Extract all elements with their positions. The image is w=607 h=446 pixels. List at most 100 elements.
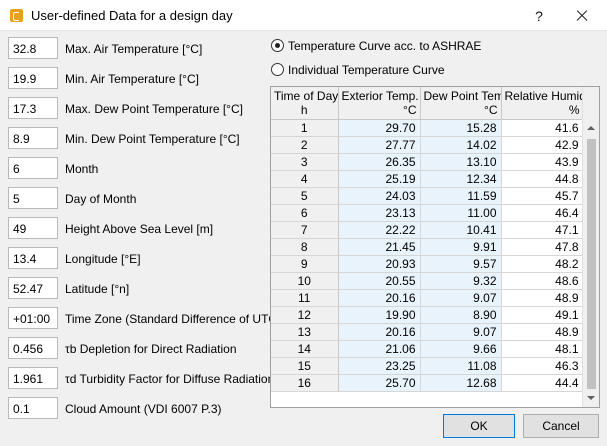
cell-relative-humidity[interactable]: 46.3 (501, 357, 584, 375)
cell-relative-humidity[interactable]: 45.7 (501, 187, 584, 205)
cell-exterior-temp[interactable]: 25.19 (338, 170, 421, 188)
table-row[interactable]: 8 21.45 9.91 47.8 (271, 238, 584, 256)
cell-relative-humidity[interactable]: 42.9 (501, 136, 584, 154)
cell-relative-humidity[interactable]: 48.1 (501, 340, 584, 358)
cell-dew-point[interactable]: 13.10 (420, 153, 502, 171)
cell-exterior-temp[interactable]: 29.70 (338, 119, 421, 137)
table-row[interactable]: 14 21.06 9.66 48.1 (271, 340, 584, 358)
app-icon (10, 9, 23, 22)
radio-ashrae-button[interactable] (271, 39, 284, 52)
cell-exterior-temp[interactable]: 21.45 (338, 238, 421, 256)
table-row[interactable]: 7 22.22 10.41 47.1 (271, 221, 584, 239)
cell-dew-point[interactable]: 11.08 (420, 357, 502, 375)
table-body: 1 29.70 15.28 41.6 2 27.77 14.02 42.9 3 26.35 13.1… (271, 119, 584, 392)
cell-dew-point[interactable]: 9.07 (420, 323, 502, 341)
max-air-temp-input[interactable]: 32.8 (8, 37, 58, 59)
cell-relative-humidity[interactable]: 48.2 (501, 255, 584, 273)
cell-exterior-temp[interactable]: 23.13 (338, 204, 421, 222)
table-row[interactable]: 5 24.03 11.59 45.7 (271, 187, 584, 205)
cell-relative-humidity[interactable]: 46.4 (501, 204, 584, 222)
cell-dew-point[interactable]: 8.90 (420, 306, 502, 324)
max-dew-point-input[interactable]: 17.3 (8, 97, 58, 119)
cell-exterior-temp[interactable]: 23.25 (338, 357, 421, 375)
radio-individual-button[interactable] (271, 63, 284, 76)
cell-relative-humidity[interactable]: 48.6 (501, 272, 584, 290)
cell-dew-point[interactable]: 11.59 (420, 187, 502, 205)
month-input[interactable]: 6 (8, 157, 58, 179)
min-dew-point-input[interactable]: 8.9 (8, 127, 58, 149)
header-time-of-day[interactable]: Time of Day h (271, 87, 339, 120)
table-row[interactable]: 15 23.25 11.08 46.3 (271, 357, 584, 375)
scroll-down-icon[interactable] (583, 390, 599, 407)
cell-exterior-temp[interactable]: 20.55 (338, 272, 421, 290)
day-of-month-input[interactable]: 5 (8, 187, 58, 209)
cell-dew-point[interactable]: 12.34 (420, 170, 502, 188)
cell-dew-point[interactable]: 9.07 (420, 289, 502, 307)
table-row[interactable]: 16 25.70 12.68 44.4 (271, 374, 584, 392)
scroll-up-icon[interactable] (583, 120, 599, 137)
cell-dew-point[interactable]: 11.00 (420, 204, 502, 222)
cell-exterior-temp[interactable]: 27.77 (338, 136, 421, 154)
ok-button[interactable]: OK (443, 414, 515, 438)
table-row[interactable]: 13 20.16 9.07 48.9 (271, 323, 584, 341)
min-air-temp-label: Min. Air Temperature [°C] (65, 72, 199, 86)
table-row[interactable]: 10 20.55 9.32 48.6 (271, 272, 584, 290)
cell-exterior-temp[interactable]: 20.93 (338, 255, 421, 273)
cell-relative-humidity[interactable]: 49.1 (501, 306, 584, 324)
cell-relative-humidity[interactable]: 41.6 (501, 119, 584, 137)
cell-dew-point[interactable]: 9.32 (420, 272, 502, 290)
cloud-amount-input[interactable]: 0.1 (8, 397, 58, 419)
cell-exterior-temp[interactable]: 25.70 (338, 374, 421, 392)
table-row[interactable]: 3 26.35 13.10 43.9 (271, 153, 584, 171)
cell-dew-point[interactable]: 15.28 (420, 119, 502, 137)
cell-dew-point[interactable]: 9.57 (420, 255, 502, 273)
latitude-input[interactable]: 52.47 (8, 277, 58, 299)
table-row[interactable]: 9 20.93 9.57 48.2 (271, 255, 584, 273)
table-row[interactable]: 2 27.77 14.02 42.9 (271, 136, 584, 154)
help-button[interactable]: ? (535, 8, 543, 24)
tb-depletion-input[interactable]: 0.456 (8, 337, 58, 359)
min-air-temp-input[interactable]: 19.9 (8, 67, 58, 89)
table-row[interactable]: 6 23.13 11.00 46.4 (271, 204, 584, 222)
cell-relative-humidity[interactable]: 44.8 (501, 170, 584, 188)
height-input[interactable]: 49 (8, 217, 58, 239)
cell-dew-point[interactable]: 9.66 (420, 340, 502, 358)
cell-exterior-temp[interactable]: 21.06 (338, 340, 421, 358)
table-row[interactable]: 1 29.70 15.28 41.6 (271, 119, 584, 137)
max-dew-point-label: Max. Dew Point Temperature [°C] (65, 102, 243, 116)
close-icon[interactable] (565, 4, 599, 28)
cell-exterior-temp[interactable]: 19.90 (338, 306, 421, 324)
cell-relative-humidity[interactable]: 47.8 (501, 238, 584, 256)
cell-dew-point[interactable]: 9.91 (420, 238, 502, 256)
cell-relative-humidity[interactable]: 43.9 (501, 153, 584, 171)
cell-dew-point[interactable]: 14.02 (420, 136, 502, 154)
field-latitude: 52.47 Latitude [°n] (8, 277, 270, 299)
cell-relative-humidity[interactable]: 48.9 (501, 289, 584, 307)
temperature-grid[interactable]: Time of Day h Exterior Temp. °C Dew Poin… (270, 86, 600, 408)
cell-exterior-temp[interactable]: 22.22 (338, 221, 421, 239)
cell-exterior-temp[interactable]: 20.16 (338, 323, 421, 341)
time-zone-input[interactable]: +01:00 (8, 307, 58, 329)
cell-relative-humidity[interactable]: 48.9 (501, 323, 584, 341)
header-exterior-temp[interactable]: Exterior Temp. °C (338, 87, 421, 120)
cell-relative-humidity[interactable]: 47.1 (501, 221, 584, 239)
field-time-zone: +01:00 Time Zone (Standard Difference of… (8, 307, 281, 329)
header-relative-humidity[interactable]: Relative Humidity % (501, 87, 584, 120)
td-turbidity-input[interactable]: 1.961 (8, 367, 58, 389)
scroll-thumb[interactable] (587, 139, 596, 389)
header-dew-point-temp[interactable]: Dew Point Temp. °C (420, 87, 502, 120)
cell-exterior-temp[interactable]: 24.03 (338, 187, 421, 205)
longitude-input[interactable]: 13.4 (8, 247, 58, 269)
cell-time: 1 (271, 119, 339, 137)
cell-relative-humidity[interactable]: 44.4 (501, 374, 584, 392)
cell-exterior-temp[interactable]: 26.35 (338, 153, 421, 171)
cell-dew-point[interactable]: 12.68 (420, 374, 502, 392)
cancel-button[interactable]: Cancel (523, 414, 599, 438)
radio-individual-label: Individual Temperature Curve (288, 63, 445, 77)
table-row[interactable]: 11 20.16 9.07 48.9 (271, 289, 584, 307)
cell-exterior-temp[interactable]: 20.16 (338, 289, 421, 307)
table-row[interactable]: 4 25.19 12.34 44.8 (271, 170, 584, 188)
vertical-scrollbar[interactable] (582, 87, 599, 407)
table-row[interactable]: 12 19.90 8.90 49.1 (271, 306, 584, 324)
cell-dew-point[interactable]: 10.41 (420, 221, 502, 239)
